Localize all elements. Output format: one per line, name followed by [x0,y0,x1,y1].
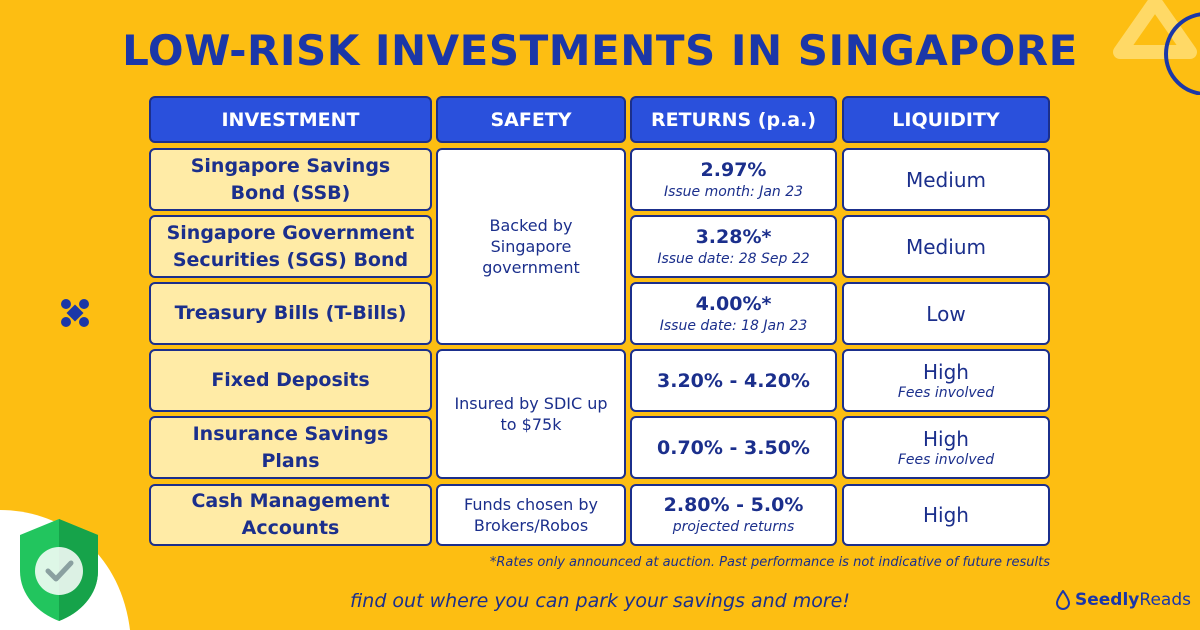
liquidity-note: Fees involved [897,451,995,468]
returns-note: Issue month: Jan 23 [663,183,804,200]
returns-note: Issue date: 18 Jan 23 [659,317,808,334]
liquidity-cell: Low [842,282,1050,345]
liquidity-note: Fees involved [897,384,995,401]
returns-value: 0.70% - 3.50% [657,436,810,459]
returns-value: 4.00%* [695,292,772,315]
close-icon [61,299,89,327]
returns-cell: 3.28%* Issue date: 28 Sep 22 [630,215,837,278]
returns-value: 2.80% - 5.0% [663,494,804,516]
liquidity-cell: High Fees involved [842,416,1050,479]
returns-cell: 3.20% - 4.20% [630,349,837,412]
header-liquidity: LIQUIDITY [842,96,1050,143]
liquidity-value: Low [926,301,966,326]
liquidity-cell: Medium [842,148,1050,211]
liquidity-cell: High Fees involved [842,349,1050,412]
returns-note: projected returns [672,519,795,535]
returns-cell: 2.97% Issue month: Jan 23 [630,148,837,211]
liquidity-value: Medium [906,234,986,259]
liquidity-value: Medium [906,167,986,192]
safety-cell: Insured by SDIC up to $75k [436,349,626,479]
returns-value: 3.28%* [695,225,772,248]
header-safety: SAFETY [436,96,626,143]
brand-part1: Seedly [1075,590,1140,610]
investment-cell: Treasury Bills (T-Bills) [149,282,432,345]
shield-check-icon [20,519,98,621]
investment-cell: Cash Management Accounts [149,484,432,546]
investment-cell: Singapore Savings Bond (SSB) [149,148,432,211]
liquidity-value: High [923,503,969,527]
returns-value: 2.97% [700,158,767,181]
liquidity-cell: High [842,484,1050,546]
returns-cell: 0.70% - 3.50% [630,416,837,479]
safety-cell: Funds chosen by Brokers/Robos [436,484,626,546]
returns-value: 3.20% - 4.20% [657,369,810,392]
brand-logo: SeedlyReads [1055,590,1191,610]
tagline: find out where you can park your savings… [350,590,850,612]
investment-cell: Singapore Government Securities (SGS) Bo… [149,215,432,278]
returns-cell: 4.00%* Issue date: 18 Jan 23 [630,282,837,345]
investment-cell: Fixed Deposits [149,349,432,412]
circle-decoration [1164,12,1200,95]
returns-note: Issue date: 28 Sep 22 [657,250,810,267]
investment-cell: Insurance Savings Plans [149,416,432,479]
liquidity-value: High [923,426,969,451]
liquidity-value: High [923,359,969,384]
footnote: *Rates only announced at auction. Past p… [489,555,1050,570]
header-returns: RETURNS (p.a.) [630,96,837,143]
page-title: LOW-RISK INVESTMENTS IN SINGAPORE [122,26,1078,75]
safety-cell: Backed by Singapore government [436,148,626,345]
triangle-decoration [1113,0,1197,59]
liquidity-cell: Medium [842,215,1050,278]
returns-cell: 2.80% - 5.0% projected returns [630,484,837,546]
brand-part2: Reads [1139,590,1191,610]
header-investment: INVESTMENT [149,96,432,143]
droplet-icon [1055,590,1071,610]
